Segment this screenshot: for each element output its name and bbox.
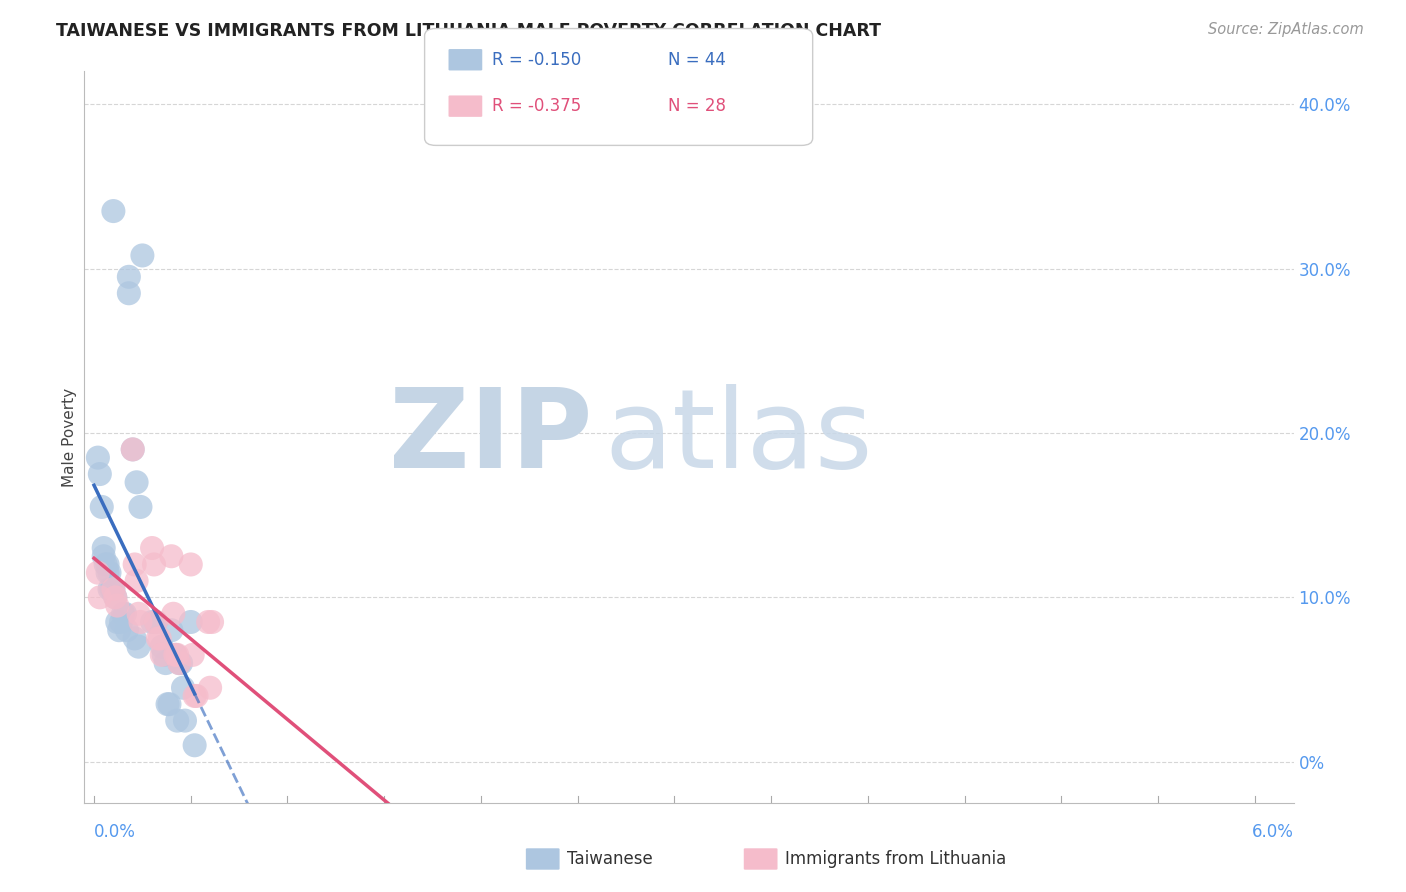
Point xyxy=(115,624,138,638)
Point xyxy=(97,566,120,580)
Point xyxy=(197,615,219,629)
Point xyxy=(108,624,131,638)
Point xyxy=(125,475,148,490)
Point xyxy=(118,286,141,301)
Point xyxy=(121,442,143,457)
Point xyxy=(103,582,125,596)
Point xyxy=(186,689,208,703)
Point xyxy=(156,697,179,711)
Point xyxy=(162,607,184,621)
Point xyxy=(155,656,177,670)
Point xyxy=(105,615,128,629)
Point xyxy=(118,269,141,284)
Point xyxy=(112,607,135,621)
Text: N = 28: N = 28 xyxy=(668,97,725,115)
Text: ZIP: ZIP xyxy=(389,384,592,491)
Point xyxy=(94,558,117,572)
Point xyxy=(93,541,115,555)
Point xyxy=(143,558,166,572)
Point xyxy=(98,582,121,596)
Point xyxy=(160,549,183,564)
Point xyxy=(129,615,152,629)
Point xyxy=(150,640,173,654)
Point xyxy=(146,632,169,646)
Point xyxy=(152,648,174,662)
Point xyxy=(98,566,121,580)
Text: 6.0%: 6.0% xyxy=(1251,822,1294,840)
Point xyxy=(104,591,127,605)
Text: N = 44: N = 44 xyxy=(668,51,725,69)
Point xyxy=(125,574,148,588)
Point xyxy=(181,648,204,662)
Point xyxy=(89,467,111,481)
Text: Immigrants from Lithuania: Immigrants from Lithuania xyxy=(785,850,1005,868)
Text: Taiwanese: Taiwanese xyxy=(567,850,652,868)
Point xyxy=(201,615,224,629)
Point xyxy=(141,615,163,629)
Point xyxy=(89,591,111,605)
Point xyxy=(198,681,221,695)
Point xyxy=(150,648,173,662)
Point xyxy=(180,558,202,572)
Point xyxy=(87,566,110,580)
Point xyxy=(104,591,127,605)
Point xyxy=(172,681,194,695)
Point xyxy=(87,450,110,465)
Point xyxy=(114,607,136,621)
Point xyxy=(100,582,122,596)
Text: atlas: atlas xyxy=(605,384,873,491)
Point xyxy=(160,624,183,638)
Point xyxy=(141,541,163,555)
Point xyxy=(145,615,167,629)
Point xyxy=(131,248,153,262)
Text: TAIWANESE VS IMMIGRANTS FROM LITHUANIA MALE POVERTY CORRELATION CHART: TAIWANESE VS IMMIGRANTS FROM LITHUANIA M… xyxy=(56,22,882,40)
Text: 0.0%: 0.0% xyxy=(94,822,136,840)
Text: R = -0.150: R = -0.150 xyxy=(492,51,581,69)
Point xyxy=(103,204,125,219)
Point xyxy=(170,656,193,670)
Point xyxy=(167,656,190,670)
Point xyxy=(149,632,172,646)
Point xyxy=(121,442,143,457)
Point xyxy=(110,615,132,629)
Point xyxy=(93,549,115,564)
Point xyxy=(124,558,146,572)
Point xyxy=(166,648,188,662)
Point xyxy=(166,714,188,728)
Point xyxy=(165,648,187,662)
Point xyxy=(165,648,187,662)
Point xyxy=(124,632,146,646)
Y-axis label: Male Poverty: Male Poverty xyxy=(62,387,77,487)
Point xyxy=(105,599,128,613)
Point xyxy=(90,500,112,514)
Text: Source: ZipAtlas.com: Source: ZipAtlas.com xyxy=(1208,22,1364,37)
Point xyxy=(159,697,181,711)
Point xyxy=(97,558,120,572)
Text: R = -0.375: R = -0.375 xyxy=(492,97,581,115)
Point xyxy=(167,656,190,670)
Point xyxy=(174,714,197,728)
Point xyxy=(180,615,202,629)
Point xyxy=(129,500,152,514)
Point xyxy=(145,615,167,629)
Point xyxy=(128,607,150,621)
Point xyxy=(183,739,205,753)
Point xyxy=(128,640,150,654)
Point xyxy=(103,582,125,596)
Point xyxy=(183,689,205,703)
